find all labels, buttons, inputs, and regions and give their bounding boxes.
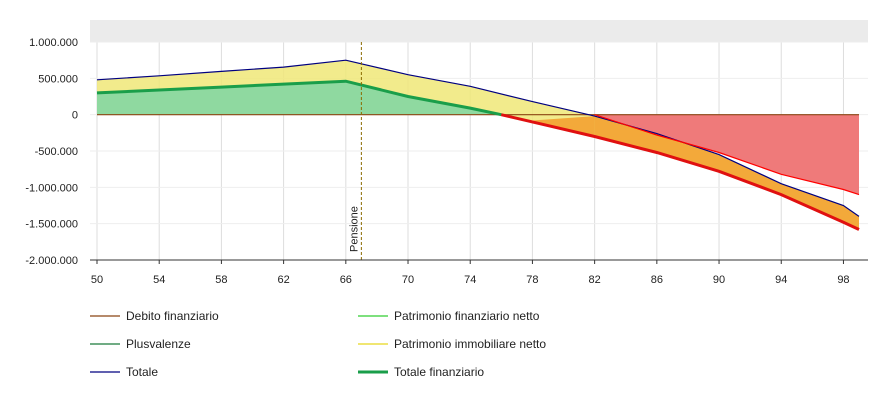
line-totale-finanziario	[96, 79, 502, 117]
x-tick-label: 78	[526, 274, 538, 286]
x-tick-label: 70	[402, 274, 414, 286]
x-tick-label: 66	[340, 274, 352, 286]
x-tick-label: 86	[651, 274, 663, 286]
x-tick-label: 90	[713, 274, 725, 286]
legend-label: Totale	[126, 365, 158, 379]
x-tick-label: 74	[464, 274, 476, 286]
line-totale-finanziario-negative	[500, 113, 860, 231]
legend-label: Patrimonio immobiliare netto	[394, 337, 546, 351]
x-tick-label: 82	[589, 274, 601, 286]
y-tick-label: 500.000	[38, 73, 78, 85]
x-tick-label: 94	[775, 274, 787, 286]
x-tick-label: 98	[837, 274, 849, 286]
x-tick-label: 54	[153, 274, 165, 286]
legend-label: Patrimonio finanziario netto	[394, 309, 540, 323]
x-tick-label: 58	[215, 274, 227, 286]
real-estate-area	[97, 60, 859, 218]
y-tick-label: -1.000.000	[25, 182, 78, 194]
y-tick-label: 1.000.000	[29, 37, 78, 49]
legend-label: Totale finanziario	[394, 365, 484, 379]
annotation: Pensione	[348, 42, 362, 260]
axes: 1.000.000 500.000 0 -500.000 -1.000.000 -1.50…	[25, 37, 868, 286]
y-tick-label: -1.500.000	[25, 219, 78, 231]
overlap-area-start	[501, 114, 595, 137]
x-tick-label: 62	[277, 274, 289, 286]
legend: Debito finanziario Patrimonio finanziario…	[90, 309, 546, 379]
y-tick-label: -2.000.000	[25, 255, 78, 267]
series-lines	[96, 59, 860, 231]
y-tick-label: -500.000	[35, 146, 78, 158]
line-deficit	[594, 114, 860, 196]
x-tick-label: 50	[91, 274, 103, 286]
pensione-label: Pensione	[348, 206, 360, 252]
y-tick-label: 0	[72, 110, 78, 122]
line-totale	[96, 59, 860, 217]
legend-label: Plusvalenze	[126, 337, 191, 351]
legend-label: Debito finanziario	[126, 309, 219, 323]
chart-header-band	[90, 20, 868, 42]
